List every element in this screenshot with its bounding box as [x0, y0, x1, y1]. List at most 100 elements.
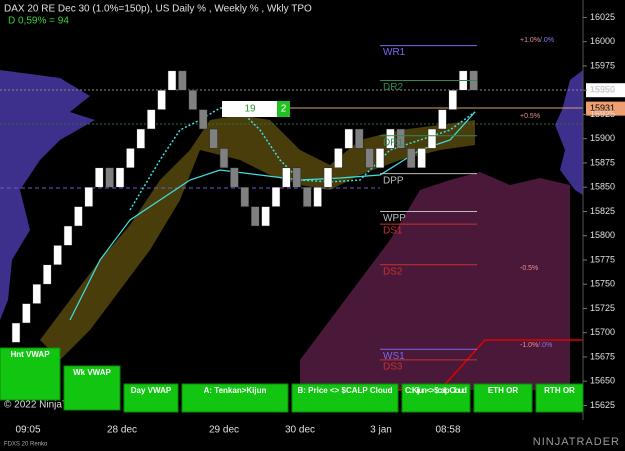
toggle-button[interactable]	[473, 383, 533, 413]
toggle-button[interactable]	[123, 383, 179, 413]
renko-brick	[344, 128, 354, 149]
renko-brick	[198, 109, 208, 130]
percent-suffix: /.0%	[540, 37, 554, 44]
renko-brick	[209, 128, 218, 149]
button-label: B: Price <> $CALP Cloud	[298, 386, 393, 395]
renko-brick	[282, 167, 291, 188]
button-label: Day VWAP	[131, 386, 172, 395]
counter-box	[277, 101, 290, 117]
x-tick-label: 08:58	[435, 425, 460, 436]
percent: -0.5%	[520, 265, 538, 272]
toggle-button[interactable]	[63, 365, 121, 411]
renko-brick	[427, 128, 437, 149]
y-tick-label: 15900	[590, 133, 615, 143]
renko-brick	[126, 148, 135, 169]
renko-brick	[448, 89, 458, 110]
x-tick-label: 09:05	[15, 425, 40, 436]
y-tick-label: 15825	[590, 206, 615, 216]
renko-brick	[32, 283, 42, 304]
renko-brick	[230, 167, 239, 188]
renko-brick	[11, 322, 21, 343]
counter-box	[222, 101, 277, 117]
pivot-label: WR1	[383, 47, 406, 58]
renko-brick	[167, 70, 177, 91]
counter-value: 19	[244, 104, 256, 115]
y-tick-label: 15775	[590, 254, 615, 264]
pivot-label: WPP	[383, 213, 406, 224]
cloud	[300, 172, 570, 390]
renko-brick	[396, 128, 406, 149]
overlay: 19 2 15950 15931	[222, 83, 625, 117]
renko-brick	[22, 303, 31, 324]
copyright: © 2022 NinjaTrader, LLC	[4, 400, 114, 411]
button-label: A: Tenkan>Kijun	[204, 386, 267, 395]
renko-brick	[74, 206, 83, 227]
button-label: ETH OR	[488, 386, 518, 395]
instrument: FDXS 20 Renko	[4, 442, 48, 448]
percent: -1.0%	[520, 342, 538, 349]
renko-brick	[271, 186, 281, 207]
y-tick-label: 15725	[590, 303, 615, 313]
logo: NINJATRADER	[533, 436, 620, 448]
renko-brick	[157, 89, 166, 110]
button-label: C: Kijun <> $calp Cloud	[405, 386, 467, 395]
y-tick-label: 15850	[590, 182, 615, 192]
pivot-label: DR1	[383, 137, 403, 148]
toggle-button[interactable]	[401, 383, 471, 413]
renko-brick	[313, 186, 322, 207]
pivot-label: DS3	[383, 362, 403, 373]
toggle-button[interactable]	[181, 383, 289, 413]
y-tick-label: 15675	[590, 351, 615, 361]
renko-brick	[386, 128, 395, 149]
renko-brick	[146, 109, 156, 130]
percent-label: -0.5%	[520, 265, 538, 272]
y-tick-label: 15950	[590, 85, 615, 95]
button-label: Hnt VWAP	[10, 350, 50, 359]
renko-brick	[178, 70, 187, 91]
subtitle: D 0,59% = 94	[8, 16, 69, 27]
toggle-button[interactable]	[535, 383, 584, 413]
price-tag	[586, 101, 625, 116]
renko-brick	[63, 225, 73, 246]
renko-brick	[323, 167, 333, 188]
toggle-button[interactable]	[0, 347, 61, 401]
bricks	[11, 70, 478, 343]
renko-brick	[84, 186, 94, 207]
renko-brick	[261, 206, 270, 227]
percent-label: +0.5%	[520, 113, 540, 120]
y-tick-label: 16025	[590, 12, 615, 22]
renko-brick	[105, 167, 114, 188]
chart-title: DAX 20 RE Dec 30 (1.0%=150p), US Daily %…	[4, 4, 312, 15]
percent-label: -1.0%/.0%	[520, 342, 552, 349]
renko-brick	[219, 148, 229, 169]
y-tick-label: 15700	[590, 327, 615, 337]
renko-brick	[115, 167, 125, 188]
renko-brick	[42, 264, 52, 285]
pivot-label: DR2	[383, 82, 403, 93]
y-tick-label: 15975	[590, 60, 615, 70]
x-tick-label: 30 dec	[285, 425, 315, 436]
renko-brick	[136, 128, 146, 149]
percent-suffix: /.0%	[538, 342, 552, 349]
volume-profile	[0, 70, 95, 320]
x-tick-label: 29 dec	[209, 425, 239, 436]
renko-brick	[94, 167, 104, 188]
y-tick-label: 15650	[590, 376, 615, 386]
toggle-button[interactable]	[291, 383, 399, 413]
renko-brick	[417, 148, 426, 169]
y-tick-label: 16000	[590, 36, 615, 46]
pivot-label: DS1	[383, 226, 403, 237]
volume-profile	[555, 70, 583, 195]
y-tick-label: 15750	[590, 279, 615, 289]
price-tag-label: 15950	[590, 85, 615, 95]
tenkan-line	[129, 107, 476, 211]
renko-brick	[334, 148, 343, 169]
price-tag-label: 15931	[590, 103, 615, 113]
renko-brick	[438, 109, 447, 130]
renko-brick	[53, 245, 62, 266]
y-tick-label: 15625	[590, 400, 615, 410]
button-label: Wk VWAP	[73, 368, 111, 377]
renko-brick	[188, 89, 198, 110]
percent: +1.0%	[520, 37, 540, 44]
renko-brick	[302, 186, 312, 207]
